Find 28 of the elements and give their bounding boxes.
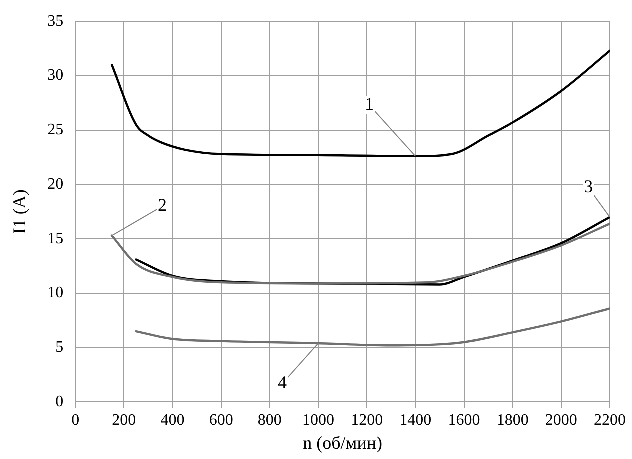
- x-tick-label: 2200: [594, 412, 626, 430]
- y-tick-label: 30: [48, 67, 64, 84]
- x-tick-label: 200: [112, 412, 136, 430]
- x-tick-label: 1600: [448, 412, 480, 430]
- y-tick-label: 5: [56, 339, 64, 356]
- annotation: 3: [584, 176, 594, 197]
- annotation: 1: [365, 94, 374, 114]
- x-tick-label: 400: [160, 412, 185, 430]
- x-tick-label: 2000: [545, 412, 578, 430]
- line-series: [135, 308, 610, 347]
- annotation: 4: [278, 372, 288, 392]
- y-tick-label: 20: [48, 176, 64, 193]
- y-tick-label: 0: [56, 393, 64, 410]
- x-tick-label: 1200: [351, 412, 384, 430]
- y-axis-title: I1 (A): [10, 190, 30, 234]
- x-axis-title: n (об/мин): [303, 432, 382, 453]
- y-tick-label: 10: [48, 284, 64, 302]
- line-series: [110, 50, 610, 158]
- x-tick-label: 1400: [400, 412, 432, 430]
- x-tick-label: 1800: [496, 412, 529, 430]
- x-tick-label: 1000: [302, 412, 335, 430]
- x-tick-label: 800: [258, 412, 282, 430]
- annotation: 2: [158, 195, 168, 216]
- y-tick-label: 15: [48, 230, 64, 248]
- x-tick-label: 0: [72, 412, 80, 430]
- y-tick-label: 35: [48, 12, 64, 30]
- x-tick-label: 600: [209, 412, 234, 430]
- y-tick-label: 25: [48, 122, 64, 139]
